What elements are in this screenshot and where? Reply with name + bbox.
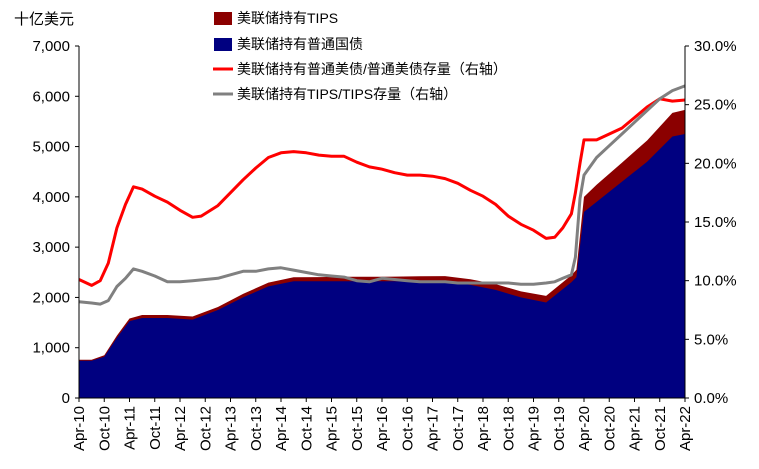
- x-tick-label: Apr-12: [172, 406, 189, 451]
- legend-swatch: [214, 12, 232, 25]
- x-tick-label: Oct-11: [147, 406, 164, 450]
- x-tick-label: Apr-18: [475, 406, 492, 451]
- x-tick-label: Apr-14: [273, 406, 290, 451]
- x-tick-label: Apr-11: [122, 406, 139, 450]
- left-tick-label: 6,000: [32, 88, 70, 105]
- plot-lines: [78, 84, 686, 306]
- right-tick-label: 15.0%: [694, 214, 737, 231]
- x-tick-label: Oct-21: [652, 406, 669, 451]
- right-tick-label: 0.0%: [694, 390, 728, 407]
- x-tick-label: Apr-13: [223, 406, 240, 451]
- x-tick-label: Oct-10: [96, 406, 113, 451]
- x-tick-label: Apr-15: [324, 406, 341, 451]
- right-tick-label: 10.0%: [694, 273, 737, 290]
- x-tick-label: Apr-21: [627, 406, 644, 451]
- right-tick-label: 30.0%: [694, 38, 737, 55]
- legend-label: 美联储持有普通美债/普通美债存量（右轴）: [237, 61, 507, 77]
- left-tick-label: 3,000: [32, 239, 70, 256]
- x-tick-label: Oct-19: [551, 406, 568, 451]
- legend-label: 美联储持有普通国债: [237, 36, 363, 52]
- x-tick-label: Oct-12: [197, 406, 214, 451]
- x-tick-label: Oct-20: [601, 406, 618, 451]
- x-tick-label: Oct-13: [248, 406, 265, 451]
- line-nominal-share: [78, 97, 686, 287]
- legend-label: 美联储持有TIPS/TIPS存量（右轴）: [237, 86, 457, 102]
- left-tick-label: 7,000: [32, 38, 70, 55]
- x-tick-label: Apr-22: [677, 406, 694, 451]
- x-tick-label: Apr-10: [71, 406, 88, 451]
- legend-label: 美联储持有TIPS: [237, 10, 338, 26]
- area-nominal-treasuries: [79, 134, 685, 398]
- right-tick-label: 20.0%: [694, 155, 737, 172]
- left-tick-label: 1,000: [32, 340, 70, 357]
- x-tick-label: Oct-15: [349, 406, 366, 451]
- legend-swatch: [214, 38, 232, 51]
- left-tick-label: 5,000: [32, 139, 70, 156]
- x-tick-label: Apr-20: [576, 406, 593, 451]
- left-tick-label: 0: [62, 390, 70, 407]
- x-tick-label: Oct-16: [399, 406, 416, 451]
- x-tick-label: Apr-19: [526, 406, 543, 451]
- right-tick-label: 5.0%: [694, 331, 728, 348]
- x-tick-label: Oct-18: [500, 406, 517, 451]
- x-tick-label: Apr-16: [374, 406, 391, 451]
- plot-areas: [79, 109, 685, 399]
- line-tips-share: [78, 84, 686, 306]
- left-tick-label: 4,000: [32, 189, 70, 206]
- right-tick-label: 25.0%: [694, 97, 737, 114]
- x-tick-label: Apr-17: [425, 406, 442, 451]
- x-tick-label: Oct-17: [450, 406, 467, 451]
- left-axis-unit: 十亿美元: [14, 11, 74, 28]
- axes: 0 1,000 2,000 3,000 4,000 5,000 6,000 7,000 0.0%…: [32, 38, 736, 451]
- x-tick-label: Oct-14: [298, 406, 315, 451]
- left-tick-label: 2,000: [32, 289, 70, 306]
